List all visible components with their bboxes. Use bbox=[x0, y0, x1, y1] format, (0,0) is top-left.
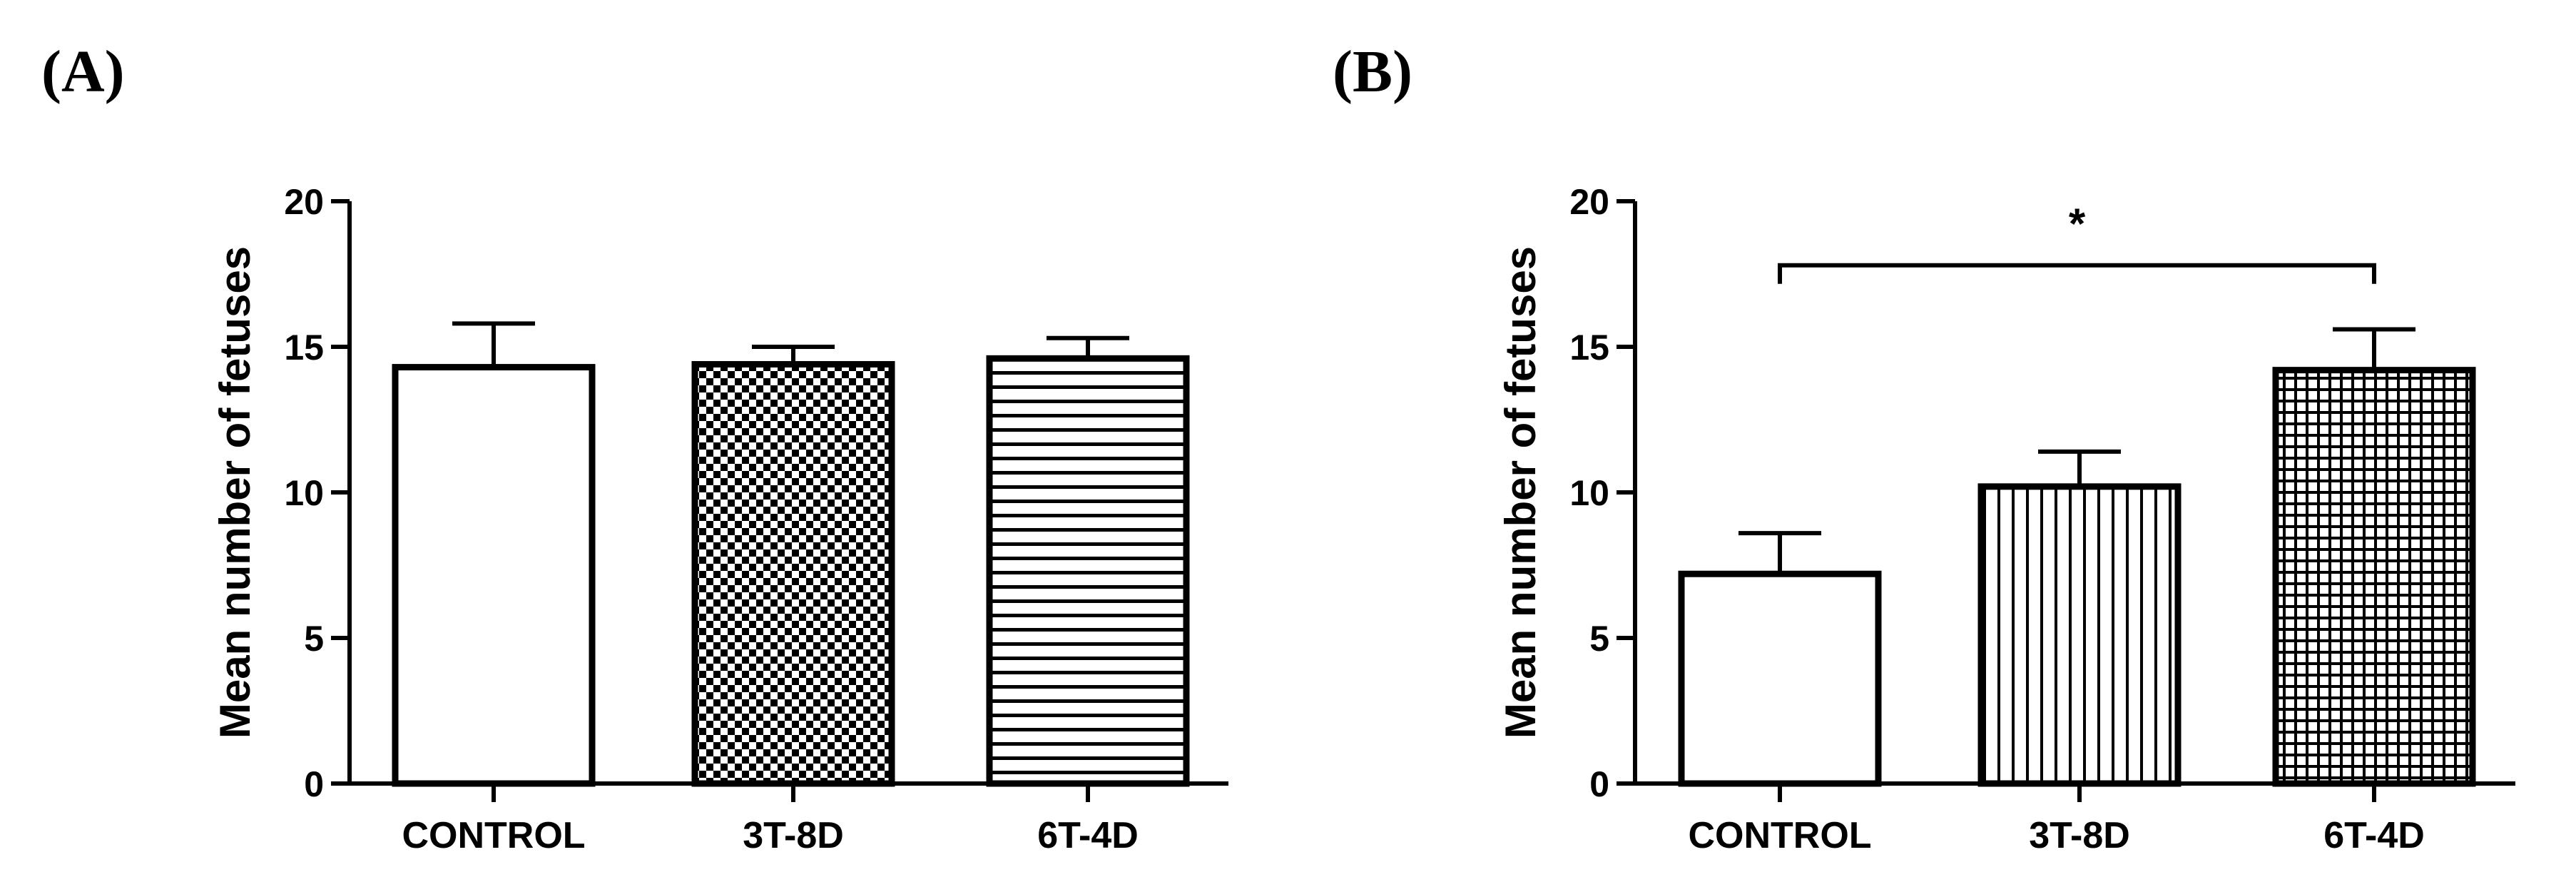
x-category-label: CONTROL bbox=[1688, 815, 1871, 856]
y-tick-label: 10 bbox=[284, 473, 324, 513]
y-tick-label: 10 bbox=[1569, 473, 1609, 513]
y-tick-label: 20 bbox=[1569, 182, 1609, 222]
panel-label: (B) bbox=[1333, 39, 1412, 105]
significance-bracket bbox=[1778, 263, 2376, 284]
y-axis-title: Mean number of fetuses bbox=[211, 246, 259, 739]
x-category-label: 3T-8D bbox=[743, 815, 844, 856]
y-tick-label: 20 bbox=[284, 182, 324, 222]
x-category-label: CONTROL bbox=[402, 815, 585, 856]
y-tick-label: 5 bbox=[1589, 619, 1609, 659]
panel-label: (A) bbox=[41, 39, 125, 105]
x-category-label: 6T-4D bbox=[1037, 815, 1139, 856]
y-axis-title: Mean number of fetuses bbox=[1497, 246, 1544, 739]
y-tick-label: 5 bbox=[304, 619, 324, 659]
bar-control bbox=[392, 364, 596, 787]
chart-panel-1: (B) 0 5 10 15 20 Mean number of fetuses CONTROL… bbox=[1333, 39, 2515, 856]
x-category-label: 6T-4D bbox=[2323, 815, 2425, 856]
y-tick-label: 0 bbox=[304, 764, 324, 804]
bar-6t-4d bbox=[2272, 367, 2476, 787]
significance-label: * bbox=[2069, 200, 2086, 248]
y-tick-label: 0 bbox=[1589, 764, 1609, 804]
chart-panel-0: (A) 0 5 10 15 20 Mean number of fetuses CONTROL… bbox=[41, 39, 1228, 856]
bar-3t-8d bbox=[1977, 483, 2182, 787]
bar-3t-8d bbox=[691, 360, 895, 787]
y-tick-label: 15 bbox=[1569, 328, 1609, 368]
y-tick-label: 15 bbox=[284, 328, 324, 368]
bar-control bbox=[1678, 570, 1882, 787]
x-category-label: 3T-8D bbox=[2029, 815, 2130, 856]
bar-6t-4d bbox=[986, 355, 1190, 787]
